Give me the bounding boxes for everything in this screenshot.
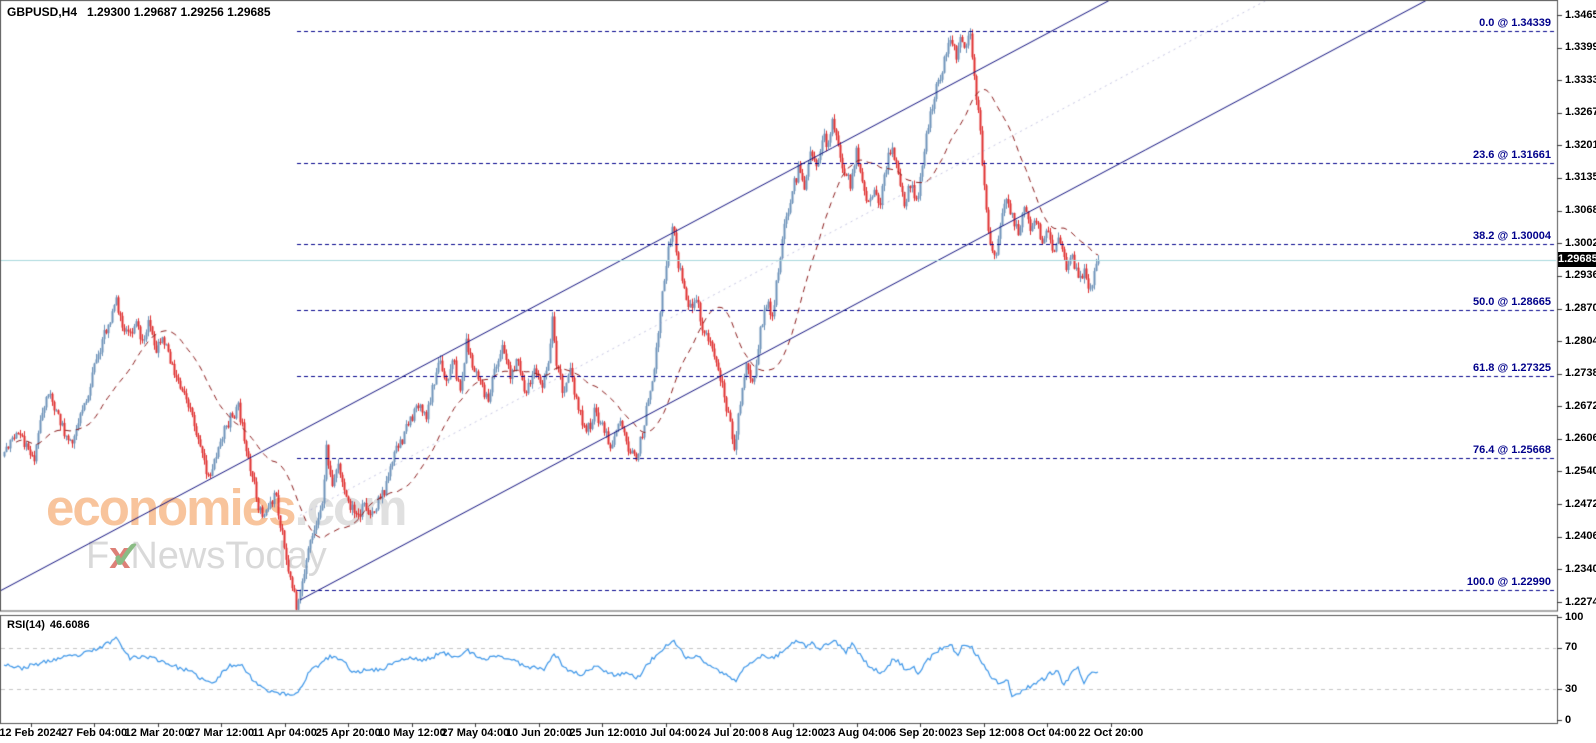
trading-chart-window: economies.com Fx✓NewsToday GBPUSD,H41.29… <box>0 0 1596 743</box>
main-chart-canvas[interactable] <box>0 0 1596 743</box>
